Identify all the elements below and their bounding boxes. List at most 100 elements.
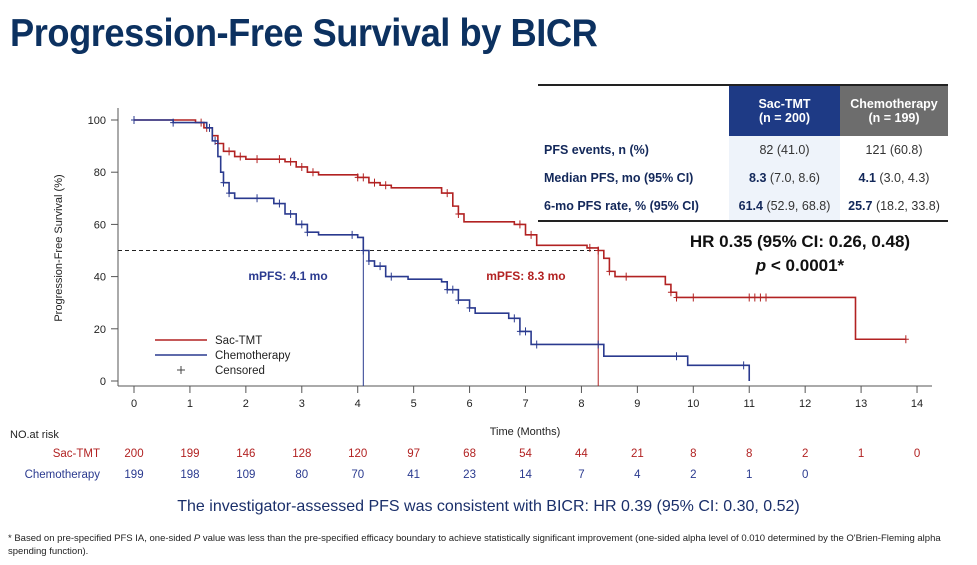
censor-mark: [466, 303, 473, 312]
median-annotation: mPFS: 8.3 mo: [486, 269, 565, 283]
censor-mark: [371, 178, 378, 187]
x-tick-label: 1: [187, 398, 193, 410]
risk-count: 68: [463, 448, 476, 460]
risk-count: 2: [802, 448, 808, 460]
header-n: (n = 199): [868, 111, 920, 125]
censor-mark: [349, 230, 356, 239]
cell-sac: 82 (41.0): [729, 136, 840, 164]
hazard-ratio: HR 0.35 (95% CI: 0.26, 0.48) p < 0.0001*: [650, 230, 950, 278]
row-label: Median PFS, mo (95% CI): [544, 171, 694, 185]
censor-mark: [388, 272, 395, 281]
x-tick-label: 8: [578, 398, 584, 410]
censor-mark: [667, 288, 674, 297]
censor-mark: [298, 220, 305, 229]
legend-censor-icon: [177, 366, 185, 374]
censor-mark: [595, 340, 602, 349]
censor-mark: [360, 246, 367, 255]
censor-mark: [455, 296, 462, 305]
table-row: 6-mo PFS rate, % (95% CI) 61.4 (52.9, 68…: [538, 192, 948, 221]
cell-bold: 8.3: [749, 171, 767, 185]
page-title: Progression-Free Survival by BICR: [10, 12, 598, 55]
censor-mark: [254, 194, 261, 203]
risk-count: 80: [295, 469, 308, 481]
censor-mark: [511, 314, 518, 323]
censor-mark: [365, 256, 372, 265]
censor-mark: [276, 199, 283, 208]
cell-bold: 61.4: [738, 199, 763, 213]
censor-mark: [595, 246, 602, 255]
censor-mark: [673, 352, 680, 361]
cell-rest: (52.9, 68.8): [762, 199, 831, 213]
censor-mark: [276, 155, 283, 164]
risk-count: 23: [463, 469, 476, 481]
risk-count: 7: [578, 469, 584, 481]
risk-count: 44: [575, 448, 588, 460]
footnote-text: * Based on pre-specified PFS IA, one-sid…: [8, 533, 194, 544]
y-tick-label: 80: [94, 167, 106, 179]
risk-count: 199: [180, 448, 199, 460]
risk-table-title: NO.at risk: [10, 429, 59, 441]
risk-count: 8: [690, 448, 696, 460]
legend-label: Sac-TMT: [215, 335, 262, 347]
censor-mark: [170, 118, 177, 127]
risk-count: 54: [519, 448, 532, 460]
cell-bold: 4.1: [858, 171, 876, 185]
risk-count: 41: [407, 469, 420, 481]
censor-mark: [444, 189, 451, 198]
risk-count: 146: [236, 448, 255, 460]
censor-mark: [763, 293, 770, 302]
table-header-row: Sac-TMT (n = 200) Chemotherapy (n = 199): [538, 85, 948, 136]
censor-mark: [237, 152, 244, 161]
p-value-text: < 0.0001*: [766, 256, 845, 275]
censor-mark: [226, 189, 233, 198]
cell-chemo: 121 (60.8): [840, 136, 948, 164]
x-axis-label: Time (Months): [490, 426, 561, 438]
risk-count: 1: [858, 448, 864, 460]
cell-chemo: 4.1 (3.0, 4.3): [840, 164, 948, 192]
y-tick-label: 60: [94, 219, 106, 231]
risk-count: 14: [519, 469, 532, 481]
censor-mark: [444, 285, 451, 294]
censor-mark: [131, 116, 137, 124]
table-row: Median PFS, mo (95% CI) 8.3 (7.0, 8.6) 4…: [538, 164, 948, 192]
censor-mark: [304, 228, 311, 237]
row-label: PFS events, n (%): [544, 143, 649, 157]
censor-mark: [746, 293, 753, 302]
censor-mark: [226, 147, 233, 156]
x-tick-label: 7: [522, 398, 528, 410]
investigator-pfs-note: The investigator-assessed PFS was consis…: [177, 498, 800, 515]
risk-count: 70: [351, 469, 364, 481]
risk-count: 109: [236, 469, 255, 481]
hr-text: HR 0.35 (95% CI: 0.26, 0.48): [689, 232, 911, 251]
legend-label: Censored: [215, 365, 265, 377]
risk-count: 0: [914, 448, 920, 460]
censor-mark: [298, 162, 305, 171]
x-tick-label: 5: [411, 398, 417, 410]
cell-sac: 61.4 (52.9, 68.8): [729, 192, 840, 221]
x-tick-label: 4: [355, 398, 361, 410]
footnote-italic: P: [193, 533, 201, 544]
y-axis-label: Progression-Free Survival (%): [53, 174, 65, 321]
censor-mark: [382, 181, 389, 190]
cell-rest: (3.0, 4.3): [875, 171, 930, 185]
risk-count: 200: [124, 448, 143, 460]
risk-count: 97: [407, 448, 420, 460]
p-symbol: p: [755, 256, 767, 275]
y-tick-label: 100: [88, 115, 106, 127]
y-tick-label: 20: [94, 324, 106, 336]
summary-table: Sac-TMT (n = 200) Chemotherapy (n = 199) P…: [538, 84, 948, 222]
x-tick-label: 3: [299, 398, 305, 410]
risk-count: 21: [631, 448, 644, 460]
cell-chemo: 25.7 (18.2, 33.8): [840, 192, 948, 221]
censor-mark: [690, 293, 697, 302]
censor-mark: [533, 340, 540, 349]
footnote-text: value was less than the pre-specified ef…: [8, 533, 941, 557]
x-tick-label: 14: [911, 398, 923, 410]
risk-count: 2: [690, 469, 696, 481]
censor-mark: [287, 209, 294, 218]
censor-mark: [623, 272, 630, 281]
censor-mark: [254, 155, 261, 164]
cell-sac: 8.3 (7.0, 8.6): [729, 164, 840, 192]
risk-count: 0: [802, 469, 808, 481]
censor-mark: [586, 243, 593, 252]
